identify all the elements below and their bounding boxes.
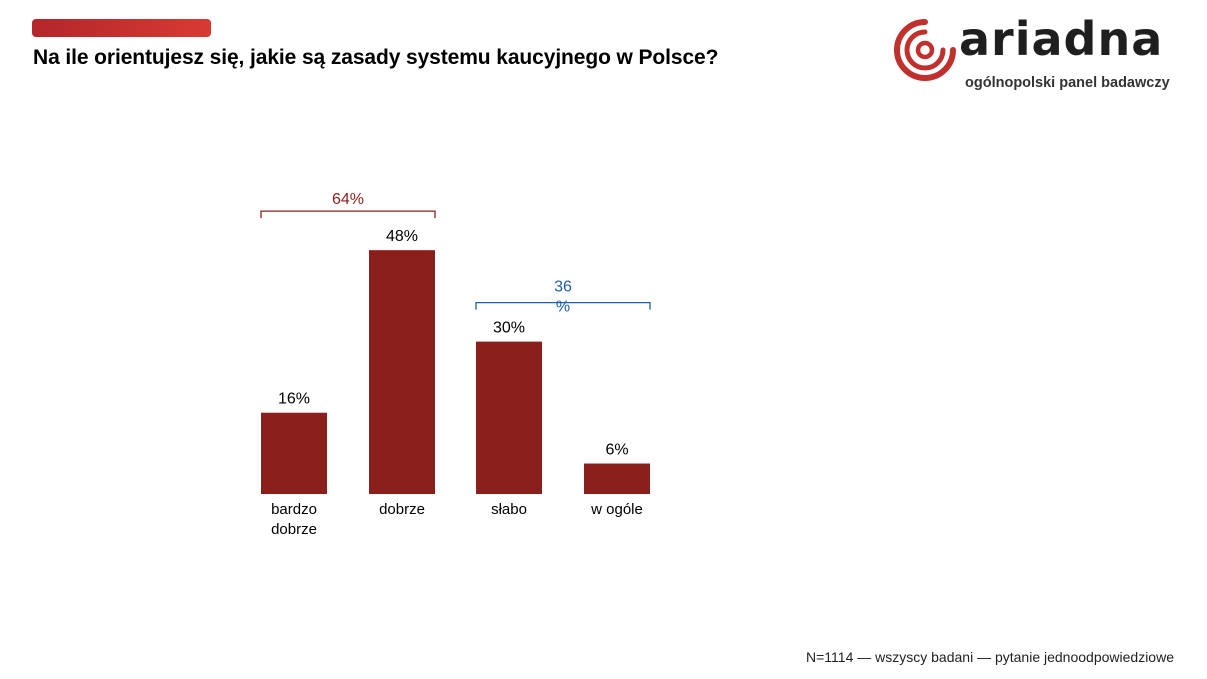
group-bracket xyxy=(475,301,651,310)
group-total-label: 64% xyxy=(332,191,364,208)
ariadna-logo: ariadna ogólnopolski panel badawczy xyxy=(893,12,1183,98)
logo-tagline: ogólnopolski panel badawczy xyxy=(965,75,1170,91)
ariadna-spiral-icon xyxy=(894,19,956,81)
header-accent-bar xyxy=(32,19,211,37)
bar xyxy=(261,412,327,494)
bar xyxy=(369,250,435,494)
logo-wordmark: ariadna xyxy=(959,12,1164,66)
page-title: Na ile orientujesz się, jakie są zasady … xyxy=(33,46,719,69)
category-label: bardzo xyxy=(271,501,317,518)
category-label: dobrze xyxy=(271,521,317,538)
data-label: 48% xyxy=(386,228,418,245)
bar xyxy=(476,341,542,494)
data-label: 16% xyxy=(278,391,310,408)
group-total-label: 36 xyxy=(554,279,572,296)
category-label: słabo xyxy=(491,501,527,518)
category-label: w ogóle xyxy=(590,501,643,518)
group-bracket xyxy=(260,210,436,219)
data-label: 30% xyxy=(493,320,525,337)
footnote: N=1114 — wszyscy badani — pytanie jednoo… xyxy=(806,649,1174,665)
category-label: dobrze xyxy=(379,501,425,518)
data-label: 6% xyxy=(605,442,628,459)
bar xyxy=(584,463,650,494)
group-total-label: % xyxy=(556,299,570,316)
